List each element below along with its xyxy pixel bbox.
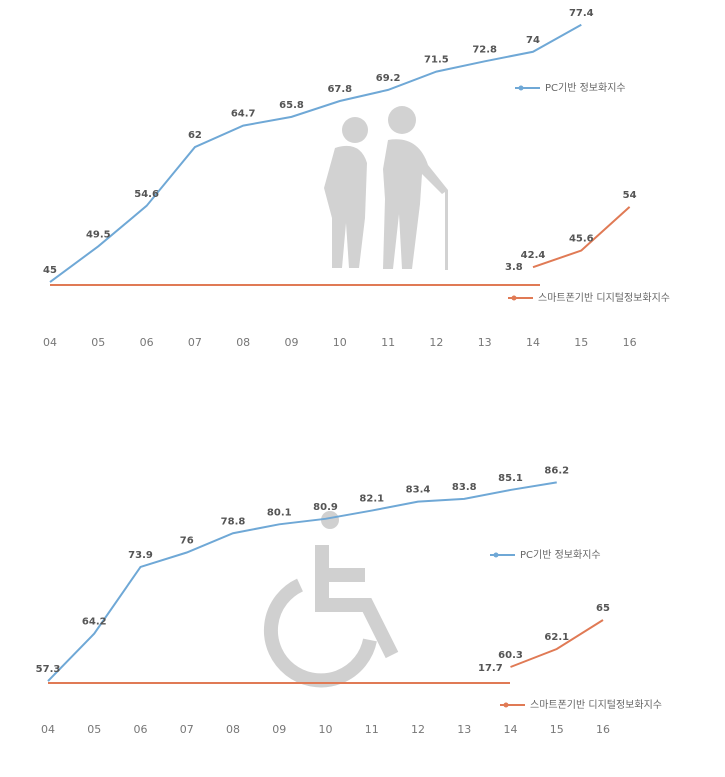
- x-tick-label: 09: [272, 723, 286, 736]
- legend-swatch-dot: [493, 552, 499, 558]
- x-tick-label: 08: [236, 336, 250, 349]
- break-label: 3.8: [505, 262, 523, 273]
- x-tick-label: 16: [623, 336, 637, 349]
- legend-label: 스마트폰기반 디지털정보화지수: [538, 292, 670, 304]
- data-label: 60.3: [498, 650, 523, 661]
- x-tick-label: 10: [333, 336, 347, 349]
- data-label: 64.2: [82, 617, 107, 628]
- data-label: 85.1: [498, 473, 523, 484]
- series-line: [47, 481, 557, 682]
- x-tick-label: 11: [381, 336, 395, 349]
- data-label: 62.1: [544, 632, 569, 643]
- wheelchair-pictogram: [263, 511, 399, 688]
- x-tick-label: 14: [504, 723, 518, 736]
- break-label: 17.7: [478, 663, 503, 674]
- x-tick-label: 10: [319, 723, 333, 736]
- x-tick-label: 15: [550, 723, 564, 736]
- elderly-pictogram: [324, 106, 448, 270]
- series-line: [49, 23, 582, 283]
- series-line: [532, 206, 631, 269]
- x-tick-label: 09: [285, 336, 299, 349]
- x-tick-label: 16: [596, 723, 610, 736]
- data-label: 73.9: [128, 550, 153, 561]
- x-tick-label: 12: [429, 336, 443, 349]
- data-label: 65.8: [279, 100, 304, 111]
- x-tick-label: 05: [87, 723, 101, 736]
- data-label: 83.8: [452, 482, 477, 493]
- x-tick-label: 13: [457, 723, 471, 736]
- data-label: 49.5: [86, 229, 111, 240]
- x-tick-label: 13: [478, 336, 492, 349]
- x-tick-label: 11: [365, 723, 379, 736]
- data-label: 86.2: [544, 465, 569, 476]
- legend-label: PC기반 정보화지수: [520, 549, 601, 561]
- x-tick-label: 14: [526, 336, 540, 349]
- data-label: 54: [623, 190, 637, 201]
- data-label: 54.6: [134, 189, 159, 200]
- data-label: 76: [180, 536, 194, 547]
- data-label: 71.5: [424, 55, 449, 66]
- data-label: 69.2: [376, 73, 401, 84]
- x-tick-label: 04: [43, 336, 57, 349]
- legend-swatch-dot: [518, 85, 524, 91]
- data-label: 77.4: [569, 8, 594, 19]
- legend-label: 스마트폰기반 디지털정보화지수: [530, 699, 662, 711]
- data-label: 72.8: [472, 44, 497, 55]
- data-label: 62: [188, 130, 202, 141]
- data-label: 45: [43, 265, 57, 276]
- data-label: 67.8: [327, 84, 352, 95]
- x-tick-label: 06: [134, 723, 148, 736]
- data-label: 65: [596, 603, 610, 614]
- x-tick-label: 08: [226, 723, 240, 736]
- data-label: 64.7: [231, 109, 256, 120]
- x-tick-label: 07: [180, 723, 194, 736]
- x-tick-label: 07: [188, 336, 202, 349]
- data-label: 82.1: [359, 494, 384, 505]
- x-tick-label: 04: [41, 723, 55, 736]
- legend-swatch-dot: [511, 295, 517, 301]
- x-tick-label: 05: [91, 336, 105, 349]
- data-label: 74: [526, 35, 540, 46]
- legend-label: PC기반 정보화지수: [545, 82, 626, 94]
- series-line: [510, 619, 604, 668]
- data-label: 78.8: [221, 516, 246, 527]
- data-label: 80.9: [313, 502, 338, 513]
- data-label: 42.4: [521, 250, 546, 261]
- x-tick-label: 12: [411, 723, 425, 736]
- data-label: 57.3: [36, 664, 61, 675]
- data-label: 83.4: [406, 485, 431, 496]
- x-tick-label: 15: [574, 336, 588, 349]
- data-label: 45.6: [569, 234, 594, 245]
- x-tick-label: 06: [140, 336, 154, 349]
- legend-swatch-dot: [503, 702, 509, 708]
- data-label: 80.1: [267, 507, 292, 518]
